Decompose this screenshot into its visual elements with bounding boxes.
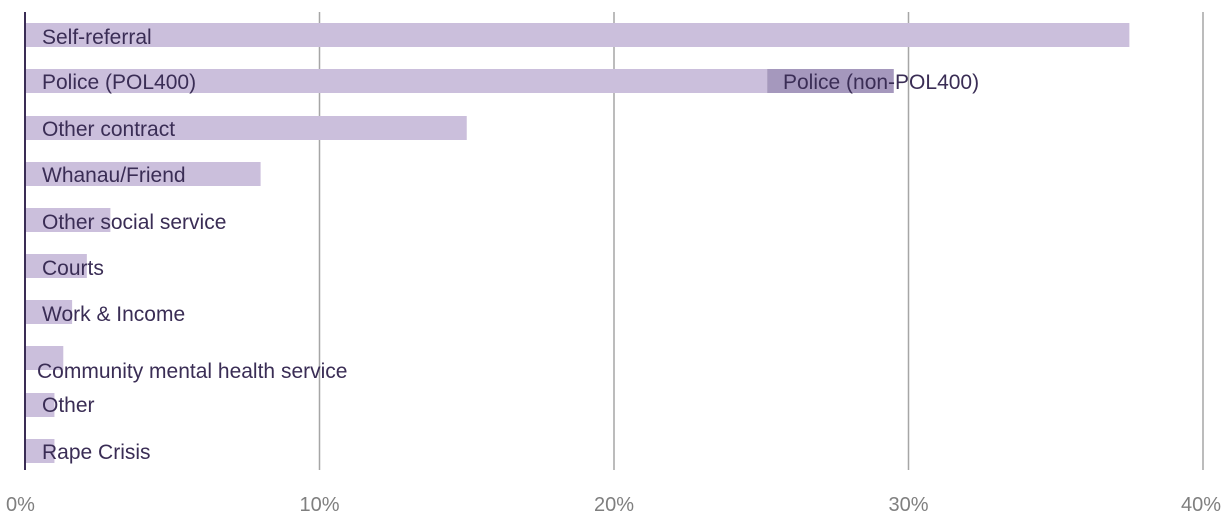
bar: [25, 393, 55, 417]
bar: [25, 162, 261, 186]
bar-label: Other contract: [42, 118, 175, 141]
bar-label: Courts: [42, 257, 104, 280]
bar: [25, 346, 64, 370]
bar-label: Rape Crisis: [42, 441, 151, 464]
bar: [25, 254, 87, 278]
bar-label: Self-referral: [42, 26, 152, 49]
x-tick-label: 40%: [1181, 494, 1221, 516]
bar: [25, 23, 1130, 47]
bar: [25, 208, 111, 232]
bar-label: Work & Income: [42, 303, 185, 326]
x-tick-label: 10%: [299, 494, 339, 516]
x-tick-label: 0%: [6, 494, 35, 516]
bar-labels: Self-referral Police (POL400) Other contra…: [37, 26, 979, 464]
bar: [25, 116, 467, 140]
bar: [25, 69, 768, 93]
bar-label: Other social service: [42, 211, 226, 234]
bar: [25, 300, 73, 324]
bar-label: Whanau/Friend: [42, 164, 186, 187]
stacked-bar-segment: [767, 69, 894, 93]
bar-label: Community mental health service: [37, 360, 347, 383]
stacked-segment-label: Police (non-POL400): [783, 71, 979, 94]
x-tick-label: 30%: [888, 494, 928, 516]
bar: [25, 439, 55, 463]
x-axis-ticks: 0% 10% 20% 30% 40%: [6, 494, 1221, 516]
x-tick-label: 20%: [594, 494, 634, 516]
bars: [25, 23, 1130, 463]
bar-label: Police (POL400): [42, 71, 196, 94]
bar-label: Other: [42, 394, 95, 417]
